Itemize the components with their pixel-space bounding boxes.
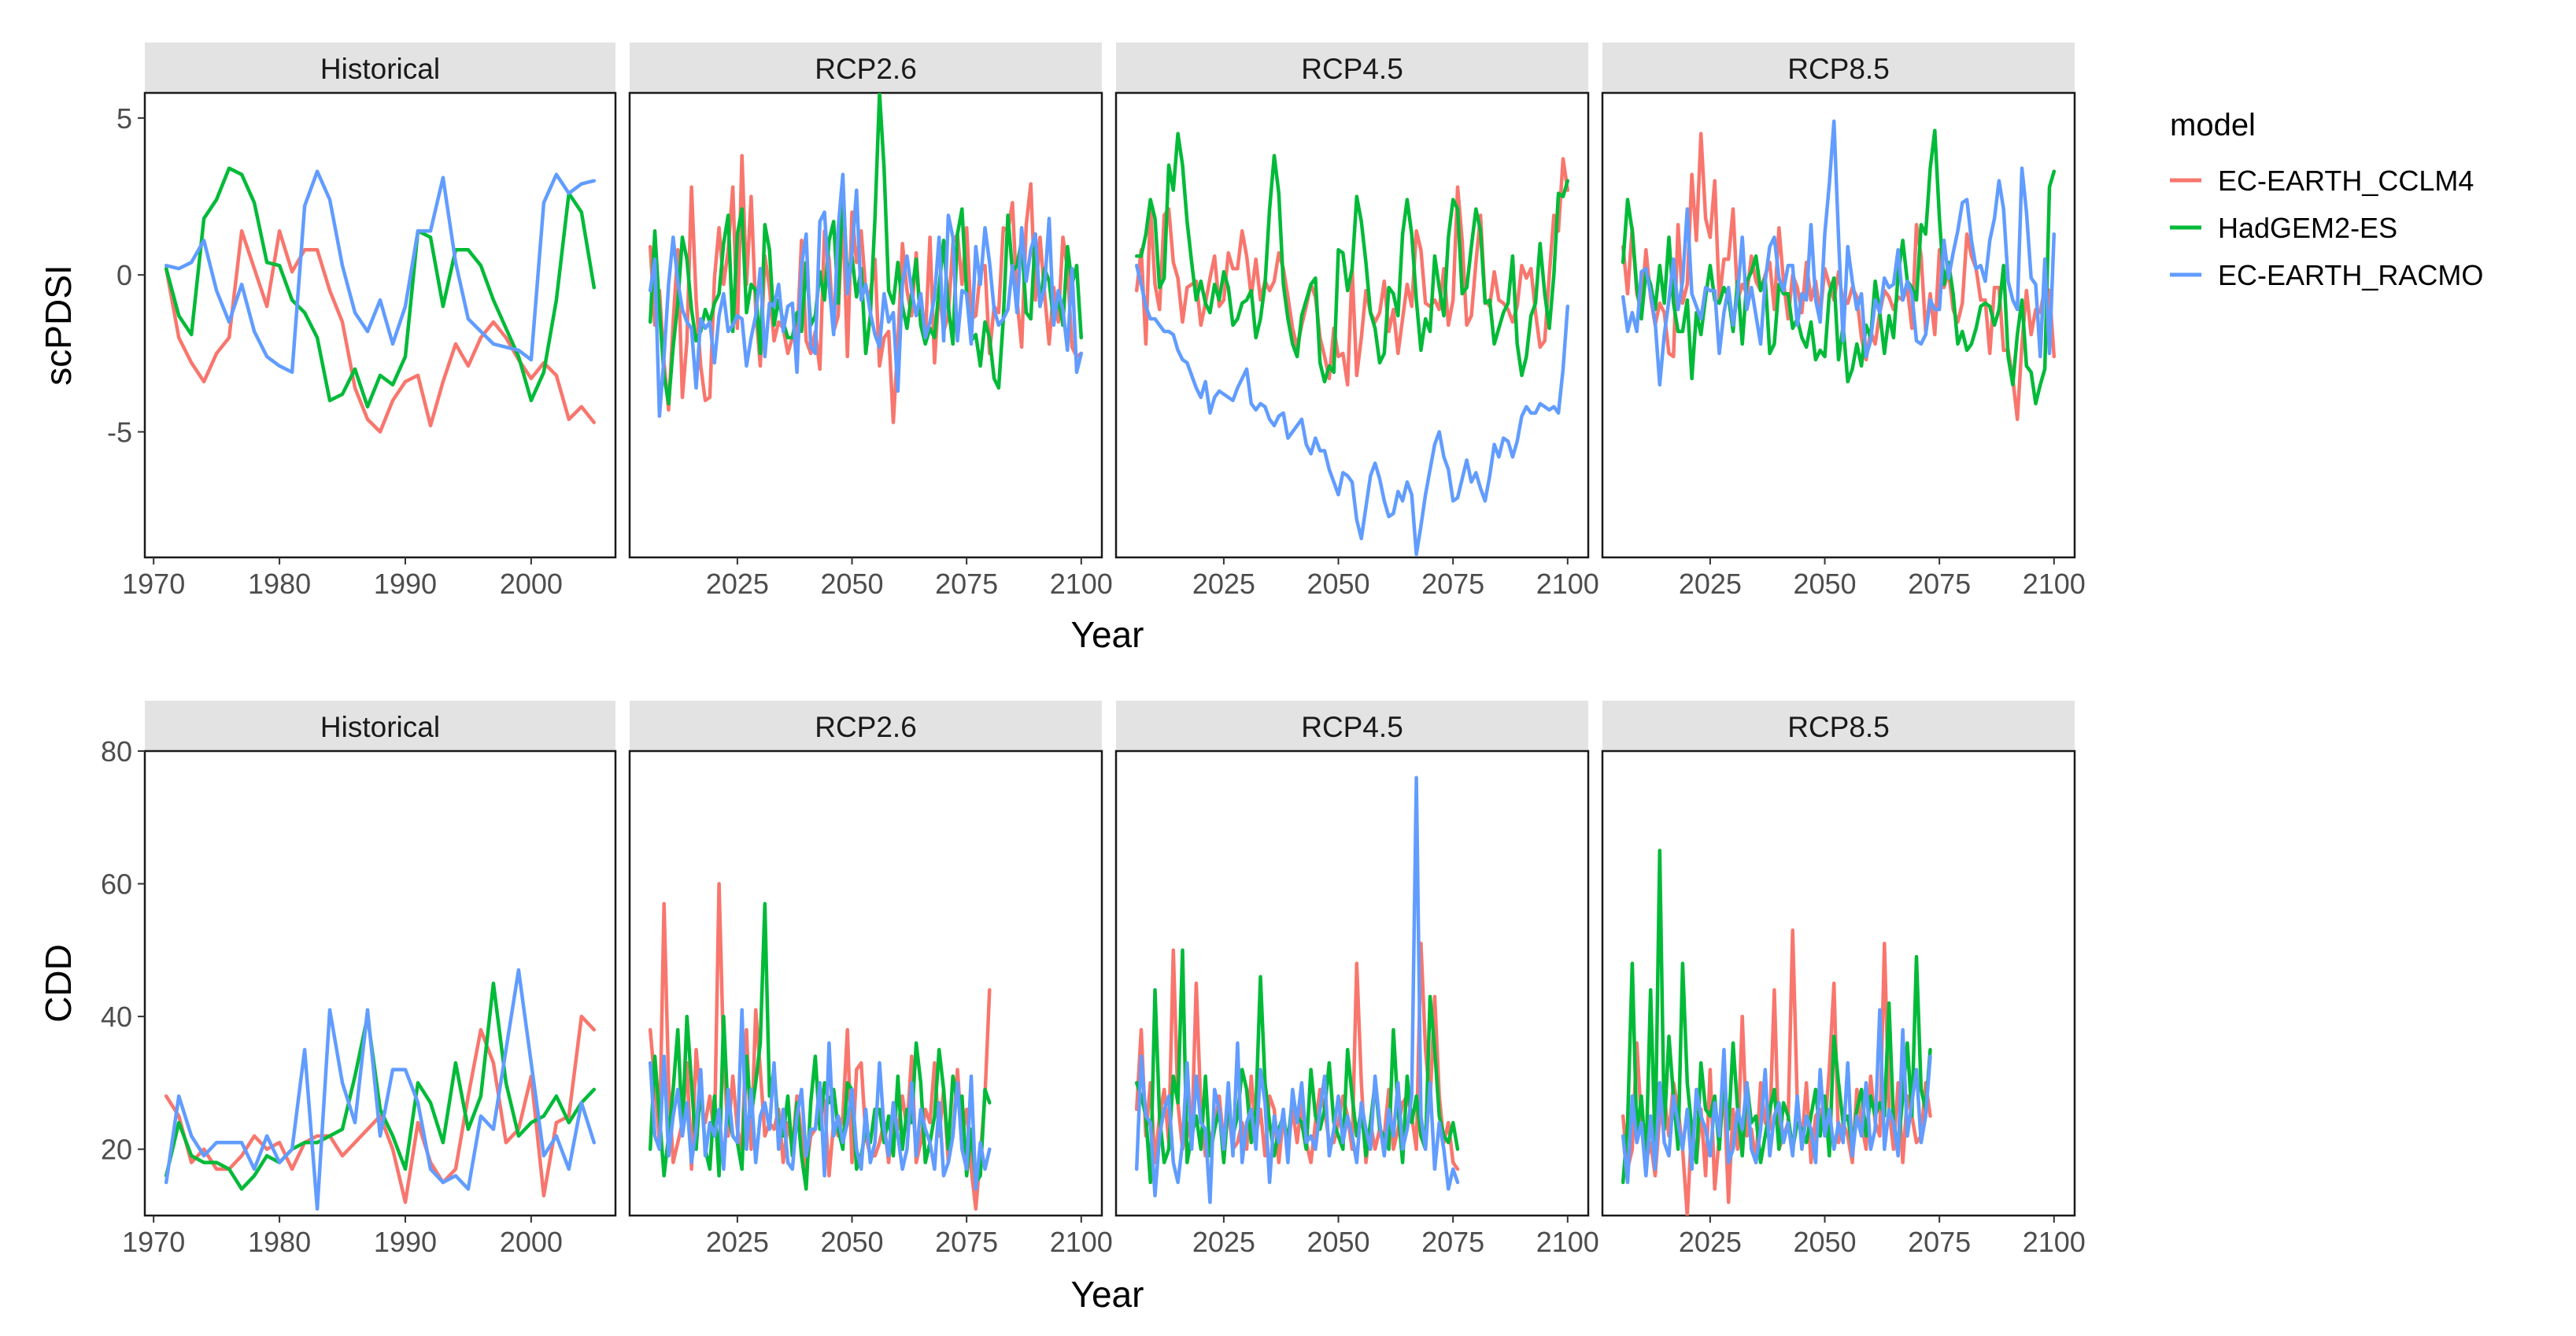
panel-cdd-rcp26: RCP2.6 2025 2050 2075 2100: [628, 701, 1113, 1258]
x-tick-label: 2075: [1908, 1226, 1971, 1258]
x-tick-label: 2050: [820, 1226, 883, 1258]
series-line-ec-earth-racmo: [648, 1008, 992, 1191]
legend-item-ec-earth-racmo: EC-EARTH_RACMO: [2170, 259, 2483, 291]
x-axis-title-cdd: Year: [1071, 1274, 1144, 1315]
strip-background: [1116, 43, 1588, 93]
panel-scpdsi-rcp26: RCP2.6 2025 2050 2075 2100: [628, 43, 1113, 600]
strip-title: RCP2.6: [815, 53, 917, 85]
strip-background: [630, 43, 1102, 93]
series-line-ec-earth-racmo: [648, 172, 1084, 418]
x-axis-title-scpdsi: Year: [1071, 614, 1144, 655]
x-tick-label: 1990: [374, 1226, 437, 1258]
y-tick-label: 60: [101, 868, 132, 901]
x-tick-label: 2000: [500, 568, 563, 600]
x-tick-label: 2025: [706, 568, 769, 600]
strip-title: RCP2.6: [815, 711, 917, 743]
strip-background: [1602, 43, 2075, 93]
x-tick-label: 2000: [500, 1226, 563, 1258]
series-line-ec-earth-racmo: [1621, 119, 2057, 387]
plot-frame: [628, 749, 1103, 1217]
strip-background: [630, 701, 1102, 751]
x-tick-label: 2075: [935, 1226, 998, 1258]
x-tick-label: 2025: [1192, 1226, 1255, 1258]
x-tick-label: 2050: [1306, 568, 1369, 600]
series-line-ec-earth-racmo: [1134, 264, 1570, 557]
x-tick-label: 2025: [706, 1226, 769, 1258]
strip-title: RCP8.5: [1787, 53, 1890, 85]
x-tick-label: 1980: [248, 568, 311, 600]
panel-scpdsi-rcp45: RCP4.5 2025 2050 2075 2100: [1114, 43, 1599, 600]
x-tick-label: 2050: [1793, 1226, 1856, 1258]
legend-label: EC-EARTH_RACMO: [2218, 259, 2483, 291]
panel-cdd-historical: Historical 1970 1980 1990 2000 20 40 60 80: [101, 701, 617, 1258]
y-axis-title-scpdsi: scPDSI: [38, 265, 79, 385]
strip-title: RCP4.5: [1301, 711, 1403, 743]
strip-title: Historical: [320, 53, 440, 85]
x-tick-label: 2100: [1536, 568, 1599, 600]
panel-cdd-rcp85: RCP8.5 2025 2050 2075 2100: [1601, 701, 2086, 1258]
x-tick-label: 2075: [1908, 568, 1971, 600]
x-tick-label: 2050: [820, 568, 883, 600]
series-line-ec-earth-racmo: [1134, 775, 1460, 1205]
legend-label: HadGEM2-ES: [2218, 212, 2397, 244]
series-line-ec-earth-racmo: [1621, 1008, 1932, 1185]
series-line-hadgem2-es: [648, 93, 1084, 405]
x-tick-label: 2025: [1679, 1226, 1742, 1258]
x-tick-label: 1970: [122, 1226, 185, 1258]
x-tick-label: 1980: [248, 1226, 311, 1258]
x-tick-label: 2075: [935, 568, 998, 600]
strip-background: [145, 701, 615, 751]
strip-background: [1602, 701, 2075, 751]
legend: model EC-EARTH_CCLM4 HadGEM2-ES EC-EARTH…: [2170, 108, 2483, 291]
series-line-hadgem2-es: [164, 981, 597, 1191]
strip-background: [145, 43, 615, 93]
strip-title: Historical: [320, 711, 440, 743]
x-tick-label: 2100: [1050, 568, 1113, 600]
y-tick-label: 5: [116, 102, 132, 135]
legend-title: model: [2170, 108, 2256, 142]
panel-cdd-rcp45: RCP4.5 2025 2050 2075 2100: [1114, 701, 1599, 1258]
x-tick-label: 2025: [1679, 568, 1742, 600]
plot-frame: [1601, 749, 2076, 1217]
legend-label: EC-EARTH_CCLM4: [2218, 165, 2474, 197]
series-line-hadgem2-es: [1134, 131, 1570, 384]
series-line-ec-earth-racmo: [164, 968, 597, 1211]
y-tick-label: 40: [101, 1001, 132, 1033]
x-tick-label: 2075: [1421, 1226, 1484, 1258]
x-tick-label: 1990: [374, 568, 437, 600]
strip-background: [1116, 701, 1588, 751]
series-line-ec-earth-racmo: [164, 169, 597, 375]
strip-title: RCP4.5: [1301, 53, 1403, 85]
x-tick-label: 2100: [2023, 1226, 2086, 1258]
series-line-hadgem2-es: [164, 166, 597, 409]
x-tick-label: 2100: [1050, 1226, 1113, 1258]
legend-item-hadgem2-es: HadGEM2-ES: [2170, 212, 2397, 244]
y-tick-label: -5: [107, 416, 132, 449]
y-axis-title-cdd: CDD: [38, 944, 79, 1023]
x-tick-label: 2100: [1536, 1226, 1599, 1258]
series-line-ec-earth-cclm4: [164, 1014, 597, 1205]
x-tick-label: 1970: [122, 568, 185, 600]
panel-scpdsi-rcp85: RCP8.5 2025 2050 2075 2100: [1601, 43, 2086, 600]
x-tick-label: 2050: [1306, 1226, 1369, 1258]
strip-title: RCP8.5: [1787, 711, 1890, 743]
x-tick-label: 2075: [1421, 568, 1484, 600]
x-tick-label: 2025: [1192, 568, 1255, 600]
row-scpdsi: Historical 1970 1980 1990 2000 -5 0 5 RCP2.6 2…: [38, 43, 2086, 655]
y-tick-label: 20: [101, 1134, 132, 1166]
plot-frame: [143, 91, 617, 559]
x-tick-label: 2050: [1793, 568, 1856, 600]
y-tick-label: 0: [116, 259, 132, 291]
row-cdd: Historical 1970 1980 1990 2000 20 40 60 80 RCP2…: [38, 701, 2086, 1315]
x-tick-label: 2100: [2023, 568, 2086, 600]
panel-scpdsi-historical: Historical 1970 1980 1990 2000 -5 0 5: [107, 43, 617, 600]
series-line-hadgem2-es: [1621, 128, 2057, 405]
legend-item-ec-earth-cclm4: EC-EARTH_CCLM4: [2170, 165, 2474, 197]
y-tick-label: 80: [101, 735, 132, 768]
